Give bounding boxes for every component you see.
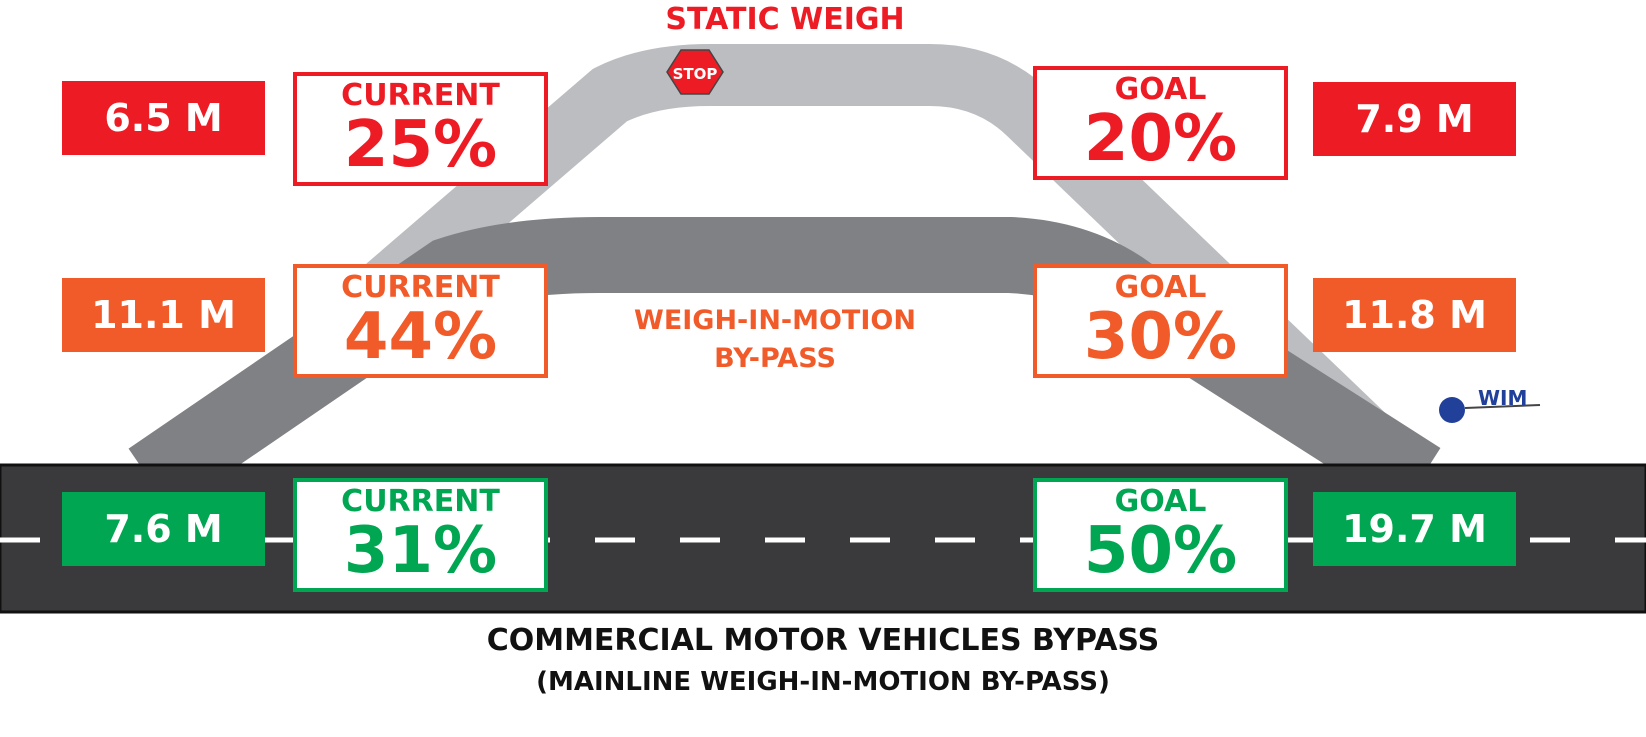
mainline-goal-box: GOAL 50% (1033, 478, 1288, 592)
wim-current-box: CURRENT 44% (293, 264, 548, 378)
footer-line2: (MAINLINE WEIGH-IN-MOTION BY-PASS) (536, 667, 1110, 697)
static-current-pct: 25% (343, 108, 498, 182)
footer-line1: COMMERCIAL MOTOR VEHICLES BYPASS (486, 623, 1160, 658)
wim-bypass-title-line1: WEIGH-IN-MOTION (634, 305, 916, 336)
mainline-goal-label: GOAL (1114, 484, 1207, 519)
mainline-current-volume: 7.6 M (62, 492, 265, 566)
mainline-current-pct: 31% (343, 514, 498, 588)
wim-marker-label: WIM (1478, 386, 1528, 410)
footer-caption: COMMERCIAL MOTOR VEHICLES BYPASS (MAINLI… (0, 620, 1646, 702)
static-goal-volume: 7.9 M (1313, 82, 1516, 156)
wim-bypass-title-line2: BY-PASS (714, 343, 836, 374)
mainline-goal-pct: 50% (1083, 514, 1238, 588)
static-current-label: CURRENT (341, 78, 500, 113)
static-goal-label: GOAL (1114, 72, 1207, 107)
mainline-current-box: CURRENT 31% (293, 478, 548, 592)
static-weigh-title: STATIC WEIGH (665, 2, 905, 37)
wim-current-volume: 11.1 M (62, 278, 265, 352)
wim-current-pct: 44% (343, 300, 498, 374)
wim-current-label: CURRENT (341, 270, 500, 305)
mainline-current-label: CURRENT (341, 484, 500, 519)
stop-sign-icon: STOP (666, 49, 724, 95)
wim-goal-pct: 30% (1083, 300, 1238, 374)
static-current-volume: 6.5 M (62, 81, 265, 155)
wim-bypass-title: WEIGH-IN-MOTION BY-PASS (575, 302, 975, 378)
wim-marker-icon (1439, 397, 1541, 423)
static-goal-box: GOAL 20% (1033, 66, 1288, 180)
stop-sign-text: STOP (673, 65, 718, 83)
wim-goal-volume: 11.8 M (1313, 278, 1516, 352)
static-current-box: CURRENT 25% (293, 72, 548, 186)
wim-goal-box: GOAL 30% (1033, 264, 1288, 378)
static-weigh-ramp (339, 44, 1422, 493)
mainline-goal-volume: 19.7 M (1313, 492, 1516, 566)
wim-goal-label: GOAL (1114, 270, 1207, 305)
static-goal-pct: 20% (1083, 102, 1238, 176)
